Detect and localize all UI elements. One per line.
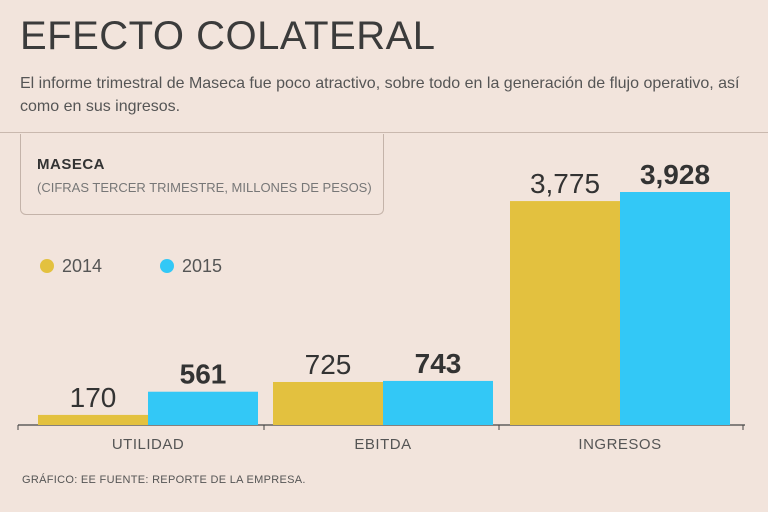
category-label-ingresos: INGRESOS: [578, 436, 661, 453]
info-box: MASECA (CIFRAS TERCER TRIMESTRE, MILLONE…: [20, 134, 384, 215]
bar-ebitda-2014: [273, 381, 383, 425]
bar-utilidad-2015: [148, 391, 258, 425]
legend-label-2015: 2015: [182, 255, 223, 276]
legend-swatch-2015: [160, 259, 174, 273]
top-divider: [0, 132, 768, 133]
data-label-ingresos-2014: 3,775: [530, 168, 600, 199]
legend-swatch-2014: [40, 259, 54, 273]
data-label-utilidad-2014: 170: [70, 382, 117, 413]
category-label-ebitda: EBITDA: [354, 436, 411, 453]
legend-item-2014: 2014: [40, 256, 102, 276]
company-name: MASECA: [37, 156, 106, 173]
legend-label-2014: 2014: [62, 255, 103, 276]
chart-title: EFECTO COLATERAL: [20, 14, 436, 58]
data-label-utilidad-2015: 561: [180, 359, 227, 390]
units-note: (CIFRAS TERCER TRIMESTRE, MILLONES DE PE…: [37, 180, 372, 195]
bar-ebitda-2015: [383, 380, 493, 425]
bar-ingresos-2014: [510, 201, 620, 425]
legend-item-2015: 2015: [160, 256, 222, 276]
source-note: GRÁFICO: EE FUENTE: REPORTE DE LA EMPRES…: [22, 474, 306, 486]
data-label-ebitda-2015: 743: [415, 348, 462, 379]
data-label-ebitda-2014: 725: [305, 349, 352, 380]
bar-utilidad-2014: [38, 414, 148, 425]
data-label-ingresos-2015: 3,928: [640, 159, 710, 190]
bar-ingresos-2015: [620, 192, 730, 425]
chart-subtitle: El informe trimestral de Maseca fue poco…: [20, 75, 740, 115]
category-label-utilidad: UTILIDAD: [112, 436, 184, 453]
